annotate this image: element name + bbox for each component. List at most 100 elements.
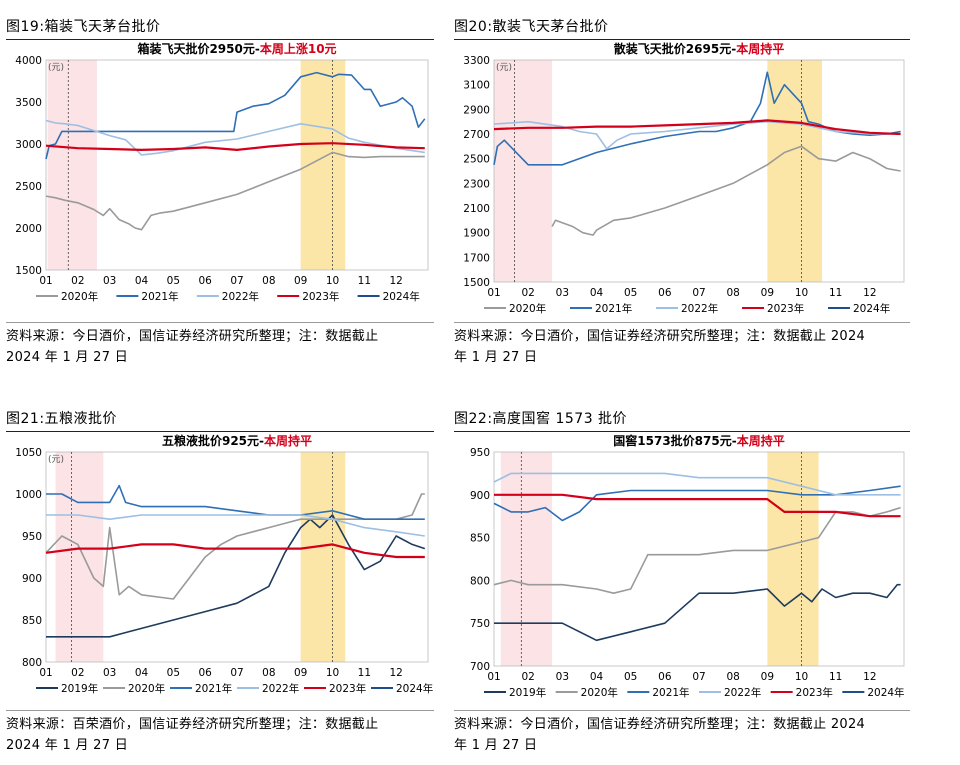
y-tick-label: 3500 xyxy=(15,97,42,109)
y-tick-label: 3000 xyxy=(15,139,42,151)
legend-label: 2024年 xyxy=(396,682,433,695)
y-tick-label: 2700 xyxy=(463,129,490,141)
plot-frame xyxy=(45,451,429,663)
x-tick-label: 05 xyxy=(167,275,180,287)
y-tick-label: 3300 xyxy=(463,55,490,67)
legend-label: 2019年 xyxy=(509,686,546,699)
legend-label: 2020年 xyxy=(128,682,165,695)
x-tick-label: 04 xyxy=(135,667,149,679)
x-tick-label: 09 xyxy=(761,287,774,299)
legend-label: 2024年 xyxy=(853,302,890,315)
y-tick-label: 2500 xyxy=(15,181,42,193)
chart-title: 国窖1573批价875元-本周持平 xyxy=(613,434,784,448)
x-tick-label: 08 xyxy=(726,671,739,683)
x-tick-label: 07 xyxy=(692,287,705,299)
chart-title-highlight: 本周持平 xyxy=(736,42,784,56)
figure-20-panel: 图20:散装飞天茅台批价 散装飞天批价2695元-本周持平 1500 1700 190… xyxy=(454,10,910,380)
x-tick-label: 01 xyxy=(39,667,52,679)
unit-label: (元) xyxy=(48,455,64,465)
chart-title-highlight: 本周持平 xyxy=(264,434,312,448)
x-tick-label: 05 xyxy=(167,667,180,679)
chart-1: 箱装飞天批价2950元-本周上涨10元 1500 2000 2500 3000 3500 4… xyxy=(15,42,429,303)
legend-label: 2021年 xyxy=(595,302,632,315)
x-tick-label: 02 xyxy=(521,671,534,683)
y-tick-label: 800 xyxy=(22,657,42,669)
series-line-y2021 xyxy=(493,71,901,166)
y-tick-label: 2000 xyxy=(15,223,42,235)
x-tick-label: 08 xyxy=(726,287,739,299)
series-line-y2020 xyxy=(551,145,901,236)
x-tick-label: 04 xyxy=(135,275,149,287)
x-tick-label: 11 xyxy=(358,667,371,679)
chart-title-main: 五粮液批价925元- xyxy=(162,434,264,448)
figure-19-source: 资料来源：今日酒价，国信证券经济研究所整理；注：数据截止 2024 年 1 月 2… xyxy=(6,329,379,365)
x-tick-label: 05 xyxy=(624,287,637,299)
x-tick-label: 09 xyxy=(761,671,774,683)
y-tick-label: 800 xyxy=(470,575,490,587)
legend-label: 2021年 xyxy=(195,682,232,695)
y-tick-label: 950 xyxy=(22,531,42,543)
x-tick-label: 11 xyxy=(829,671,842,683)
x-tick-label: 02 xyxy=(71,275,84,287)
x-tick-label: 07 xyxy=(230,667,243,679)
series-line-y2020 xyxy=(493,506,901,594)
legend-label: 2021年 xyxy=(652,686,689,699)
legend-label: 2020年 xyxy=(509,302,546,315)
shaded-band xyxy=(300,452,346,662)
chart-title-main: 国窖1573批价875元- xyxy=(613,434,736,448)
x-tick-label: 04 xyxy=(590,287,604,299)
x-tick-label: 10 xyxy=(326,667,339,679)
legend-label: 2022年 xyxy=(262,682,299,695)
x-tick-label: 10 xyxy=(326,275,339,287)
x-tick-label: 01 xyxy=(487,671,500,683)
legend-label: 2023年 xyxy=(302,290,339,303)
legend-label: 2024年 xyxy=(867,686,904,699)
plot-frame xyxy=(493,451,905,667)
y-tick-label: 2900 xyxy=(463,104,490,116)
x-tick-label: 09 xyxy=(294,275,307,287)
y-tick-label: 3100 xyxy=(463,80,490,92)
legend-label: 2023年 xyxy=(329,682,366,695)
series-line-y2020 xyxy=(45,151,425,231)
x-tick-label: 07 xyxy=(230,275,243,287)
legend-label: 2023年 xyxy=(767,302,804,315)
x-tick-label: 10 xyxy=(795,287,808,299)
figure-21-panel: 图21:五粮液批价 五粮液批价925元-本周持平 800 850 900 950 1000… xyxy=(6,402,434,762)
chart-title-main: 箱装飞天批价2950元- xyxy=(137,42,259,56)
unit-label: (元) xyxy=(48,63,64,73)
y-tick-label: 1500 xyxy=(463,277,490,289)
chart-title: 散装飞天批价2695元-本周持平 xyxy=(614,42,784,56)
chart-4: 国窖1573批价875元-本周持平 700 750 800 850 900 950 01 02 0… xyxy=(470,434,905,699)
legend-label: 2020年 xyxy=(581,686,618,699)
x-tick-label: 01 xyxy=(39,275,52,287)
series-line-y2021 xyxy=(46,484,425,520)
y-tick-label: 850 xyxy=(22,615,42,627)
figure-21-title: 图21:五粮液批价 xyxy=(6,411,118,427)
x-tick-label: 11 xyxy=(358,275,371,287)
y-tick-label: 2500 xyxy=(463,154,490,166)
x-tick-label: 12 xyxy=(863,287,876,299)
chart-title-highlight: 本周上涨10元 xyxy=(260,42,337,56)
x-tick-label: 12 xyxy=(389,275,402,287)
x-tick-label: 11 xyxy=(829,287,842,299)
y-tick-label: 850 xyxy=(470,533,490,545)
figure-19-title: 图19:箱装飞天茅台批价 xyxy=(6,19,161,35)
figure-22-panel: 图22:高度国窖 1573 批价 国窖1573批价875元-本周持平 700 750… xyxy=(454,402,910,762)
x-tick-label: 03 xyxy=(556,287,569,299)
legend-label: 2022年 xyxy=(724,686,761,699)
x-tick-label: 07 xyxy=(692,671,705,683)
x-tick-label: 06 xyxy=(658,671,672,683)
plot-frame xyxy=(493,59,905,283)
x-tick-label: 03 xyxy=(103,275,116,287)
legend-label: 2022年 xyxy=(222,290,259,303)
x-tick-label: 12 xyxy=(389,667,402,679)
y-tick-label: 4000 xyxy=(15,55,42,67)
x-tick-label: 06 xyxy=(198,667,212,679)
y-tick-label: 2300 xyxy=(463,178,490,190)
y-tick-label: 900 xyxy=(22,573,42,585)
chart-title-main: 散装飞天批价2695元- xyxy=(614,42,736,56)
chart-title-highlight: 本周持平 xyxy=(737,434,785,448)
series-line-y2023 xyxy=(493,119,901,136)
series-line-y2021 xyxy=(45,71,426,160)
series-line-y2022 xyxy=(46,514,425,537)
